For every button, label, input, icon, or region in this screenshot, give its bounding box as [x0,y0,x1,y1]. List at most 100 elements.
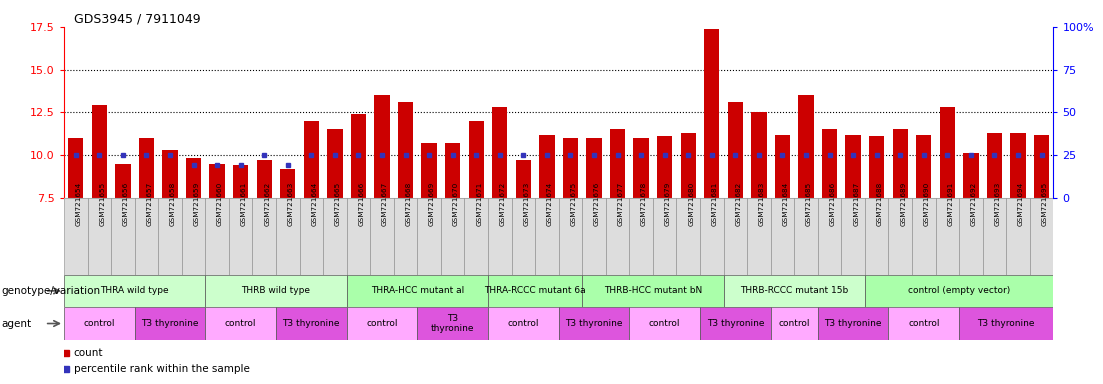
Text: percentile rank within the sample: percentile rank within the sample [74,364,249,374]
Text: GSM721679: GSM721679 [665,182,671,226]
Bar [587,138,601,198]
Bar [276,307,346,340]
Bar [300,198,323,275]
Bar [606,198,630,275]
Bar [64,275,205,307]
Text: GSM721663: GSM721663 [288,182,293,226]
Text: GSM721684: GSM721684 [782,182,789,226]
Text: GSM721661: GSM721661 [240,182,247,226]
Bar [539,134,555,198]
Text: control: control [779,319,810,328]
Bar [64,198,87,275]
Bar [535,198,558,275]
Bar [888,198,912,275]
Bar [681,133,696,198]
Bar [205,307,276,340]
Text: GSM721695: GSM721695 [1041,182,1048,226]
Bar [724,275,865,307]
Bar [817,307,888,340]
Bar [257,160,271,198]
Bar [983,198,1006,275]
Text: GSM721693: GSM721693 [995,182,1000,226]
Text: control: control [908,319,940,328]
Bar [846,134,860,198]
Bar [374,95,389,198]
Bar [158,198,182,275]
Text: GSM721682: GSM721682 [736,182,741,226]
Text: THRA-RCCC mutant 6a: THRA-RCCC mutant 6a [484,286,586,295]
Bar [139,138,154,198]
Bar [657,136,673,198]
Bar [960,198,983,275]
Text: GSM721692: GSM721692 [971,182,977,226]
Text: T3 thyronine: T3 thyronine [977,319,1035,328]
Bar [182,198,205,275]
Text: GSM721659: GSM721659 [193,182,200,226]
Bar [940,107,955,198]
Bar [558,198,582,275]
Bar [210,164,225,198]
Bar [280,169,296,198]
Text: T3 thyronine: T3 thyronine [141,319,199,328]
Bar [328,129,343,198]
Bar [817,198,842,275]
Bar [630,307,700,340]
Text: control (empty vector): control (empty vector) [908,286,1010,295]
Bar [610,129,625,198]
Text: GSM721657: GSM721657 [147,182,152,226]
Bar [700,307,771,340]
Bar [558,307,630,340]
Bar [351,114,366,198]
Text: GSM721687: GSM721687 [853,182,859,226]
Bar [865,198,888,275]
Bar [724,198,747,275]
Bar [865,275,1053,307]
Text: GSM721669: GSM721669 [429,182,435,226]
Bar [799,95,814,198]
Text: GSM721690: GSM721690 [924,182,930,226]
Bar [205,275,346,307]
Bar [869,136,885,198]
Text: GSM721691: GSM721691 [947,182,953,226]
Bar [1034,134,1049,198]
Text: THRB-HCC mutant bN: THRB-HCC mutant bN [603,286,702,295]
Bar [488,307,558,340]
Bar [888,307,960,340]
Bar [516,160,531,198]
Bar [582,275,724,307]
Text: GSM721658: GSM721658 [170,182,176,226]
Text: THRA-HCC mutant al: THRA-HCC mutant al [371,286,464,295]
Bar [323,198,346,275]
Bar [700,198,724,275]
Text: GSM721662: GSM721662 [265,182,270,226]
Text: GSM721656: GSM721656 [122,182,129,226]
Bar [92,106,107,198]
Bar [912,198,935,275]
Bar [464,198,488,275]
Bar [728,102,743,198]
Bar [917,134,931,198]
Text: GSM721664: GSM721664 [311,182,318,226]
Bar [346,198,371,275]
Bar [960,307,1053,340]
Text: GSM721670: GSM721670 [452,182,459,226]
Text: count: count [74,348,104,358]
Text: GSM721676: GSM721676 [595,182,600,226]
Bar [162,150,178,198]
Text: GSM721688: GSM721688 [877,182,882,226]
Bar [398,102,414,198]
Bar [892,129,908,198]
Bar [774,134,790,198]
Bar [469,121,484,198]
Text: T3 thyronine: T3 thyronine [282,319,340,328]
Bar [987,133,1003,198]
Text: THRB wild type: THRB wild type [242,286,310,295]
Text: GSM721654: GSM721654 [76,182,82,226]
Text: GSM721683: GSM721683 [759,182,764,226]
Bar [963,153,978,198]
Text: GSM721668: GSM721668 [406,182,411,226]
Bar [794,198,817,275]
Bar [303,121,319,198]
Text: GSM721681: GSM721681 [711,182,718,226]
Bar [346,275,488,307]
